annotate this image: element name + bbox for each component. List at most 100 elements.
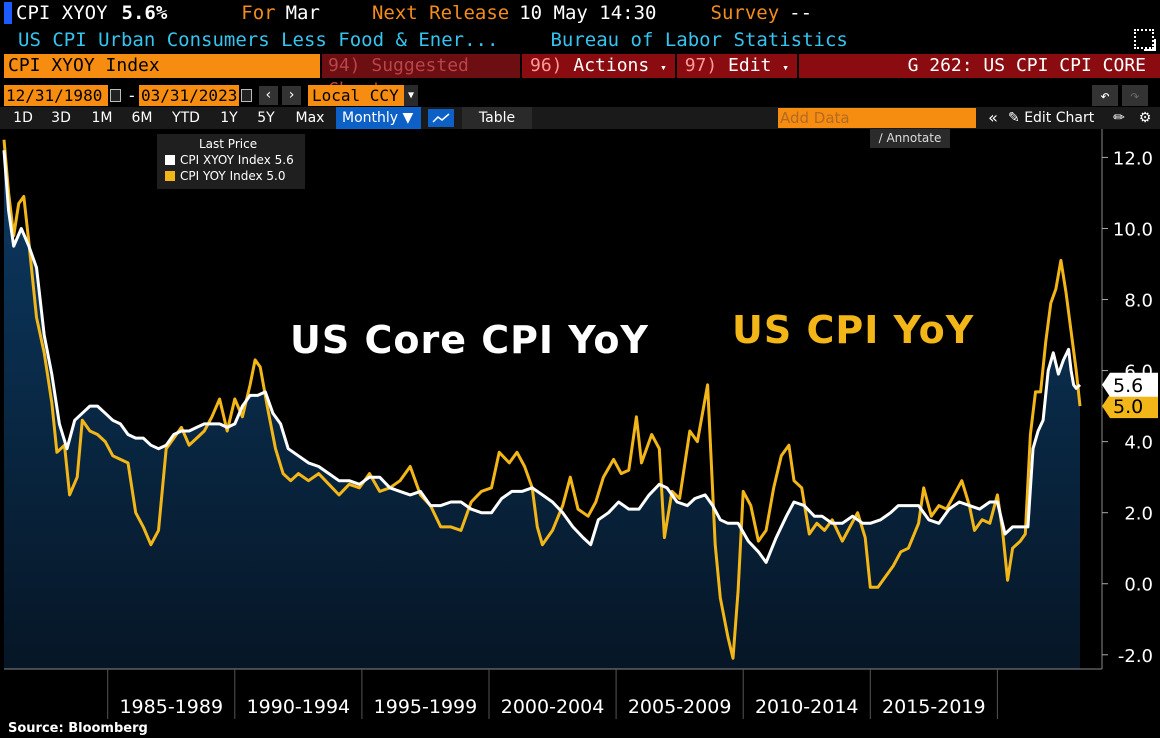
command-bar: CPI XYOY Index 94) Suggested Charts 96) … bbox=[0, 54, 1160, 100]
legend-header: Last Price bbox=[199, 137, 258, 151]
range-5y-button[interactable]: 5Y bbox=[257, 110, 275, 126]
cpi-last-value-tag-shape bbox=[1102, 394, 1158, 419]
core-last-value-tag: 5.6 bbox=[1102, 372, 1158, 397]
last-value: 5.6% bbox=[121, 2, 168, 24]
pencil-icon: ∕ bbox=[878, 131, 883, 145]
for-label: For bbox=[241, 2, 276, 24]
security-header: CPI XYOY 5.6% For Mar Next Release 10 Ma… bbox=[0, 0, 1160, 26]
range-ytd-button[interactable]: YTD bbox=[172, 110, 200, 126]
annotate-label: Annotate bbox=[886, 131, 942, 145]
next-release-value: 10 May 14:30 bbox=[519, 2, 657, 24]
chart-legend: Last Price CPI XYOY Index 5.6 CPI YOY In… bbox=[157, 134, 305, 189]
x-tick-label: 2005-2009 bbox=[628, 696, 732, 718]
cpi-yoy-line[interactable] bbox=[2, 139, 1082, 660]
line-chart[interactable]: -2.00.02.04.06.08.010.012.0 1985-1989 199… bbox=[0, 129, 1160, 721]
chart-toolbar: 1D 3D 1M 6M YTD 1Y 5Y Max Monthly ▼ Tabl… bbox=[0, 107, 1160, 129]
range-1d-button[interactable]: 1D bbox=[13, 110, 33, 126]
y-tick-label: 0.0 bbox=[1124, 575, 1153, 596]
edit-number: 97) bbox=[684, 55, 718, 76]
currency-select[interactable]: Local CCY ▼ bbox=[308, 85, 418, 106]
line-chart-icon[interactable] bbox=[428, 109, 454, 127]
core-last-value-tag-shape bbox=[1102, 372, 1158, 397]
table-button[interactable]: Table bbox=[462, 107, 532, 129]
add-data-input[interactable]: Add Data bbox=[778, 108, 976, 128]
source-note: Source: Bloomberg bbox=[8, 721, 148, 736]
chevron-left-icon[interactable]: ‹ bbox=[259, 86, 278, 105]
actions-number: 96) bbox=[530, 55, 563, 76]
x-tick-label: 1985-1989 bbox=[119, 696, 223, 718]
redo-icon[interactable]: ↷ bbox=[1122, 85, 1148, 106]
y-tick-label: 10.0 bbox=[1113, 219, 1153, 240]
y-tick-label: -2.0 bbox=[1118, 646, 1153, 667]
core-cpi-annotation: US Core CPI YoY bbox=[290, 318, 649, 362]
legend-swatch bbox=[165, 171, 175, 181]
suggested-charts-menu[interactable]: 94) Suggested Charts bbox=[322, 54, 520, 100]
cpi-last-value-tag: 5.0 bbox=[1102, 394, 1158, 419]
date-separator: - bbox=[127, 86, 137, 105]
calendar-icon[interactable] bbox=[110, 89, 121, 102]
y-tick-label: 8.0 bbox=[1124, 291, 1153, 312]
legend-item-core[interactable]: CPI XYOY Index 5.6 bbox=[165, 153, 294, 168]
legend-item-label: CPI YOY Index 5.0 bbox=[180, 169, 286, 183]
ticker-input[interactable]: CPI XYOY Index bbox=[4, 54, 320, 78]
start-date-input[interactable]: 12/31/1980 bbox=[4, 85, 108, 106]
chevron-right-icon[interactable]: › bbox=[282, 86, 301, 105]
cpi-last-value-tag-text: 5.0 bbox=[1113, 396, 1143, 418]
core-cpi-yoy-line[interactable] bbox=[2, 150, 1082, 564]
chevron-down-icon: ▾ bbox=[782, 61, 789, 74]
actions-label: Actions bbox=[573, 55, 650, 76]
x-tick-label: 1995-1999 bbox=[374, 696, 478, 718]
range-3d-button[interactable]: 3D bbox=[51, 110, 71, 126]
actions-menu[interactable]: 96) Actions ▾ bbox=[522, 54, 675, 78]
data-source-name: Bureau of Labor Statistics bbox=[550, 29, 848, 51]
legend-item-headline[interactable]: CPI YOY Index 5.0 bbox=[165, 169, 286, 184]
for-value: Mar bbox=[285, 2, 320, 24]
annotate-button[interactable]: ∕ Annotate bbox=[870, 129, 950, 148]
core-area-fill bbox=[4, 150, 1080, 670]
security-marker bbox=[4, 2, 12, 24]
page-title: G 262: US CPI CPI CORE bbox=[798, 54, 1160, 78]
security-description: US CPI Urban Consumers Less Food & Ener.… bbox=[18, 29, 499, 51]
last-value-tags: 5.05.6 bbox=[1102, 372, 1158, 419]
suggested-charts-number: 94) bbox=[328, 55, 361, 76]
undo-icon[interactable]: ↶ bbox=[1092, 85, 1118, 106]
date-range-row: 12/31/1980 - 03/31/2023 ‹ › Local CCY ▼ … bbox=[0, 85, 1160, 107]
survey-value: -- bbox=[789, 2, 813, 24]
security-description-row: US CPI Urban Consumers Less Food & Ener.… bbox=[0, 27, 1160, 53]
range-max-button[interactable]: Max bbox=[295, 110, 325, 126]
legend-item-label: CPI XYOY Index 5.6 bbox=[180, 153, 294, 167]
y-tick-label: 12.0 bbox=[1113, 148, 1153, 169]
chevron-down-icon: ▼ bbox=[404, 85, 418, 106]
range-1m-button[interactable]: 1M bbox=[91, 110, 113, 126]
x-tick-label: 1990-1994 bbox=[247, 696, 351, 718]
y-tick-label: 2.0 bbox=[1124, 504, 1153, 525]
edit-label: Edit bbox=[728, 55, 772, 76]
frequency-value: Monthly bbox=[342, 110, 399, 126]
cpi-annotation: US CPI YoY bbox=[732, 308, 975, 352]
frequency-select[interactable]: Monthly ▼ bbox=[336, 107, 421, 129]
chevron-down-icon: ▾ bbox=[660, 61, 667, 74]
edit-settings-icon[interactable]: ✏ bbox=[1113, 110, 1125, 126]
range-6m-button[interactable]: 6M bbox=[131, 110, 153, 126]
edit-menu[interactable]: 97) Edit ▾ bbox=[676, 54, 797, 78]
core-last-value-tag-text: 5.6 bbox=[1113, 375, 1143, 397]
x-tick-label: 2010-2014 bbox=[755, 696, 859, 718]
end-date-input[interactable]: 03/31/2023 bbox=[139, 85, 239, 106]
x-tick-label: 2000-2004 bbox=[501, 696, 605, 718]
y-tick-label: 4.0 bbox=[1124, 433, 1153, 454]
calendar-icon[interactable] bbox=[241, 89, 252, 102]
edit-chart-button[interactable]: ✎ Edit Chart bbox=[1008, 107, 1094, 129]
currency-value: Local CCY bbox=[312, 86, 399, 105]
y-axis: -2.00.02.04.06.08.010.012.0 bbox=[1102, 148, 1153, 667]
range-1y-button[interactable]: 1Y bbox=[220, 110, 238, 126]
expand-window-icon[interactable] bbox=[1134, 29, 1156, 51]
gear-icon[interactable]: ⚙ bbox=[1138, 110, 1152, 126]
x-axis: 1985-1989 1990-1994 1995-1999 2000-2004 2005… bbox=[107, 669, 998, 719]
ticker-label: CPI XYOY bbox=[16, 2, 108, 24]
legend-swatch bbox=[165, 155, 175, 165]
collapse-icon[interactable]: « bbox=[988, 108, 998, 127]
chevron-down-icon: ▼ bbox=[402, 110, 414, 126]
pencil-icon: ✎ bbox=[1008, 110, 1020, 126]
edit-chart-label: Edit Chart bbox=[1024, 110, 1095, 126]
next-release-label: Next Release bbox=[371, 2, 510, 24]
